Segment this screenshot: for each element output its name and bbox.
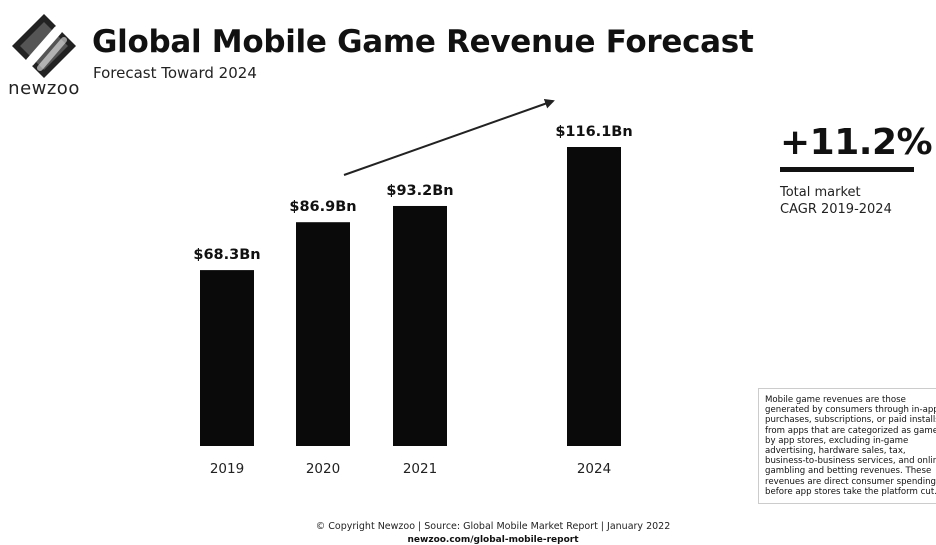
cagr-value: +11.2% (780, 122, 933, 163)
newzoo-diamond-logo-icon (12, 14, 76, 78)
growth-trend-arrow (343, 98, 555, 176)
cagr-callout: +11.2% Total market CAGR 2019-2024 (780, 122, 933, 218)
data-label-2021: $93.2Bn (386, 183, 453, 199)
x-tick-label-2024: 2024 (577, 461, 611, 477)
bar-2024 (567, 147, 621, 446)
cagr-label-line2: CAGR 2019-2024 (780, 202, 892, 217)
footer-url: newzoo.com/global-mobile-report (407, 535, 579, 545)
data-label-2019: $68.3Bn (193, 247, 260, 263)
cagr-label-line1: Total market (780, 185, 861, 200)
newzoo-logo: newzoo (8, 12, 80, 102)
cagr-label: Total market CAGR 2019-2024 (780, 184, 930, 218)
logo-wordmark: newzoo (8, 78, 80, 99)
cagr-divider (780, 167, 914, 172)
page-subtitle: Forecast Toward 2024 (93, 64, 257, 82)
page-title: Global Mobile Game Revenue Forecast (92, 24, 754, 60)
footer-copyright: © Copyright Newzoo | Source: Global Mobi… (315, 521, 671, 532)
bar-2020 (296, 222, 350, 446)
x-tick-label-2019: 2019 (210, 461, 244, 477)
bar-2021 (393, 205, 447, 446)
data-label-2024: $116.1Bn (555, 124, 632, 140)
data-label-2020: $86.9Bn (289, 199, 356, 215)
x-tick-label-2020: 2020 (306, 461, 340, 477)
definition-note-box: Mobile game revenues are those generated… (758, 388, 936, 504)
x-tick-label-2021: 2021 (403, 461, 437, 477)
revenue-bar-chart: $68.3Bn 2019 $86.9Bn 2020 $93.2Bn 2021 $116.1B… (193, 98, 633, 477)
definition-note-text: Mobile game revenues are those generated… (765, 395, 936, 497)
bar-2019 (200, 270, 254, 446)
